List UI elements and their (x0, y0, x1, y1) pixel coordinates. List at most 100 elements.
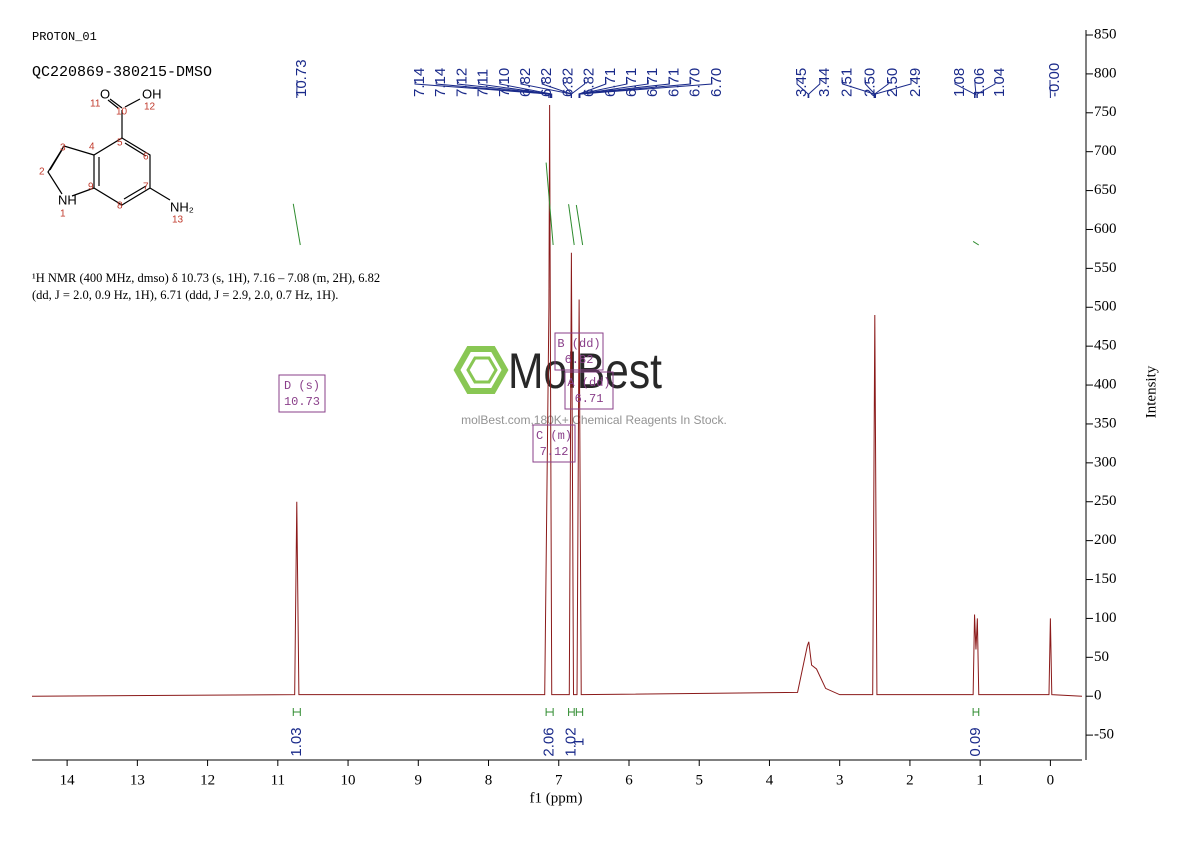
y-tick-label: 200 (1094, 532, 1117, 548)
peak-label: 6.82 (538, 68, 555, 97)
peak-connector (499, 80, 553, 98)
peak-connector (954, 80, 976, 98)
integral-bracket (575, 708, 584, 716)
multiplet-shift: 10.73 (284, 395, 320, 409)
peak-connector (808, 80, 821, 98)
peak-connector (874, 80, 889, 98)
y-tick-label: 700 (1094, 143, 1117, 159)
peak-connector (578, 80, 670, 98)
x-tick-label: 1 (976, 772, 984, 788)
peak-label: 1.08 (951, 68, 968, 97)
peak-label: 3.44 (816, 68, 833, 97)
peak-connector (579, 80, 713, 98)
peak-label: 6.71 (644, 68, 661, 97)
peak-label: 1.04 (991, 68, 1008, 97)
x-tick-label: 4 (766, 772, 774, 788)
integral-label: 0.09 (967, 727, 984, 756)
structure: O OH NH NH₂ 1 2 3 4 5 6 7 8 9 10 11 12 1… (39, 86, 194, 225)
y-tick-label: 150 (1094, 571, 1117, 587)
peak-label: 2.50 (884, 68, 901, 97)
y-tick-label: 600 (1094, 221, 1117, 237)
atom-number: 3 (60, 143, 66, 154)
peak-label: 7.12 (453, 68, 470, 97)
y-tick-label: 100 (1094, 610, 1117, 626)
atom-number: 10 (116, 107, 128, 118)
atom-number: 9 (88, 182, 94, 193)
peak-connector (478, 80, 552, 98)
peak-label: 7.11 (475, 69, 492, 97)
multiplet-shift: 6.82 (565, 353, 594, 367)
multiplet-label: D (s) (284, 379, 320, 393)
peak-label: 6.70 (687, 68, 704, 97)
watermark: MolBest molBest.com,180K+ Chemical Reage… (453, 343, 727, 427)
multiplet-label: B (dd) (557, 337, 600, 351)
multiplet-box (554, 332, 604, 371)
atom-number: 11 (90, 99, 101, 110)
x-tick-label: 13 (130, 772, 145, 788)
atom-number: 12 (144, 102, 156, 113)
atom-number: 4 (89, 142, 95, 153)
atom-number: 5 (117, 138, 123, 149)
x-tick-label: 12 (200, 772, 215, 788)
x-tick-label: 14 (60, 772, 76, 788)
x-tick-label: 11 (271, 772, 285, 788)
peak-label: 7.10 (496, 68, 513, 97)
y-tick-label: 850 (1094, 26, 1117, 42)
x-tick-label: 7 (555, 772, 563, 788)
peak-label: 6.71 (665, 68, 682, 97)
integral-bracket (292, 708, 301, 716)
y-tick-label: 0 (1094, 688, 1102, 704)
atom: O (100, 86, 110, 101)
peak-label: 3.45 (793, 68, 810, 97)
y-tick-label: 300 (1094, 454, 1117, 470)
peak-label: 7.14 (432, 68, 449, 97)
peak-label: 7.14 (411, 68, 428, 97)
y-tick-label: 750 (1094, 104, 1117, 120)
y-axis-title: Intensity (1143, 365, 1159, 418)
watermark-tagline: molBest.com,180K+ Chemical Reagents In S… (461, 413, 727, 427)
y-tick-label: 450 (1094, 338, 1117, 354)
x-tick-label: 5 (695, 772, 703, 788)
y-tick-label: 400 (1094, 376, 1117, 392)
peak-label: 6.82 (559, 68, 576, 97)
integral-curve (568, 204, 575, 246)
x-axis-title: f1 (ppm) (530, 790, 583, 806)
x-tick-label: 0 (1047, 772, 1055, 788)
peak-label: 6.70 (708, 68, 725, 97)
nmr-description: ¹H NMR (400 MHz, dmso) δ 10.73 (s, 1H), … (32, 271, 381, 302)
multiplet-box (564, 371, 614, 410)
atom-number: 1 (60, 209, 66, 220)
logo (453, 346, 509, 394)
peak-label: 6.82 (517, 68, 534, 97)
peak-label: 10.73 (293, 59, 310, 97)
peak-connector (842, 80, 875, 98)
x-tick-label: 10 (341, 772, 356, 788)
integral-curve (575, 204, 584, 246)
multiplet-box (532, 424, 576, 463)
integral-label: 2.06 (541, 727, 558, 756)
atom-number: 6 (143, 152, 149, 163)
x-tick-label: 9 (415, 772, 423, 788)
peak-label: 2.49 (907, 68, 924, 97)
peak-connector (976, 80, 996, 98)
description-box: ¹H NMR (400 MHz, dmso) δ 10.73 (s, 1H), … (32, 271, 381, 302)
y-tick-label: 550 (1094, 260, 1117, 276)
integral-curve (545, 162, 554, 246)
logo (466, 356, 498, 384)
integral-bracket (972, 708, 980, 716)
atom-number: 13 (172, 215, 184, 226)
peak-connector (796, 80, 809, 98)
integral-label: 1 (570, 738, 587, 746)
y-tick-label: 50 (1094, 649, 1109, 665)
y-tick-label: 250 (1094, 493, 1117, 509)
x-tick-label: 2 (906, 772, 914, 788)
multiplet-label: A (dd) (567, 376, 610, 390)
integral-label: 1.02 (562, 727, 579, 756)
spectrum (31, 105, 1083, 697)
experiment-name: PROTON_01 (32, 30, 97, 44)
integral-curve (292, 203, 301, 246)
atom-number: 8 (117, 201, 123, 212)
peak-connector (974, 80, 977, 98)
multiplet-shift: 7.12 (540, 445, 569, 459)
